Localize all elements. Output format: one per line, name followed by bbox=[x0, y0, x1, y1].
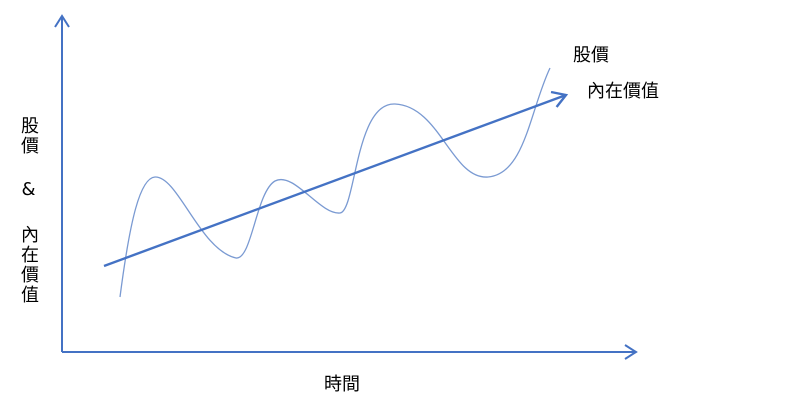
stock-price-label: 股價 bbox=[573, 45, 609, 66]
intrinsic-value-trend-line bbox=[103, 95, 566, 268]
x-axis-label: 時間 bbox=[324, 374, 360, 395]
stock-price-curve bbox=[119, 67, 551, 298]
y-axis-label: 股價 & 內在價值 bbox=[18, 116, 39, 305]
intrinsic-value-label: 內在價值 bbox=[587, 81, 659, 102]
